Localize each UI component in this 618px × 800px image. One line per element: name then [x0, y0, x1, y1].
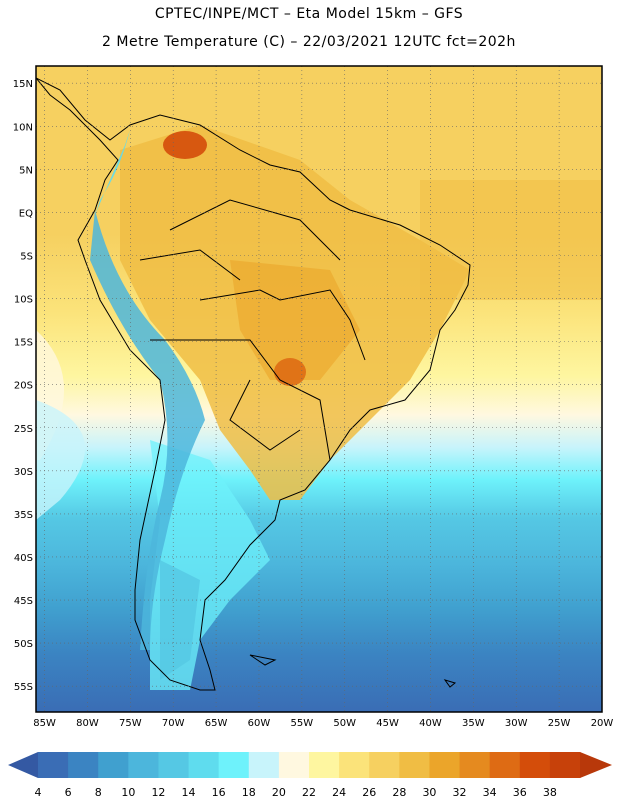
- latitude-labels: 15N 10N 5N EQ 5S 10S 15S 20S 25S 30S 35S 40S 45S 50S 5…: [13, 79, 33, 693]
- colorbar-label: 16: [212, 786, 226, 799]
- map-title-line-1: CPTEC/INPE/MCT – Eta Model 15km – GFS: [154, 6, 464, 22]
- colorbar-label: 28: [392, 786, 406, 799]
- colorbar-label: 14: [182, 786, 196, 799]
- longitude-label: 80W: [76, 718, 99, 729]
- latitude-label: 15S: [14, 338, 33, 349]
- colorbar-label: 6: [65, 786, 72, 799]
- longitude-label: 75W: [119, 718, 142, 729]
- colorbar-label: 38: [543, 786, 557, 799]
- colorbar-swatch: [188, 752, 220, 778]
- colorbar-swatch: [309, 752, 340, 778]
- longitude-label: 20W: [591, 718, 614, 729]
- colorbar-label: 36: [513, 786, 527, 799]
- longitude-labels: 85W 80W 75W 70W 65W 60W 55W 50W 45W 40W 35W 30W 25W 2…: [33, 718, 613, 729]
- colorbar-label: 32: [453, 786, 467, 799]
- colorbar-under-arrow: [8, 752, 38, 778]
- colorbar-swatch: [429, 752, 461, 778]
- latitude-label: 5S: [20, 251, 33, 262]
- colorbar-label: 20: [272, 786, 286, 799]
- latitude-label: EQ: [19, 208, 33, 219]
- longitude-label: 60W: [248, 718, 271, 729]
- longitude-label: 30W: [505, 718, 528, 729]
- colorbar-label: 4: [35, 786, 42, 799]
- colorbar-swatch: [549, 752, 581, 778]
- colorbar-label: 24: [332, 786, 346, 799]
- longitude-label: 70W: [162, 718, 185, 729]
- latitude-label: 20S: [14, 381, 33, 392]
- colorbar-swatch: [278, 752, 310, 778]
- colorbar-label: 30: [422, 786, 436, 799]
- colorbar-swatch: [519, 752, 551, 778]
- colorbar-swatch: [158, 752, 190, 778]
- latitude-label: 5N: [19, 165, 33, 176]
- longitude-label: 45W: [376, 718, 399, 729]
- map-title-line-2: 2 Metre Temperature (C) – 22/03/2021 12U…: [102, 34, 516, 50]
- longitude-label: 55W: [291, 718, 314, 729]
- latitude-label: 15N: [13, 79, 33, 90]
- colorbar-swatch: [369, 752, 400, 778]
- latitude-label: 35S: [14, 510, 33, 521]
- latitude-label: 10N: [13, 122, 33, 133]
- longitude-label: 50W: [333, 718, 356, 729]
- colorbar-label: 12: [151, 786, 165, 799]
- colorbar-swatch: [459, 752, 491, 778]
- latitude-label: 30S: [14, 467, 33, 478]
- longitude-label: 65W: [205, 718, 228, 729]
- latitude-label: 25S: [14, 424, 33, 435]
- colorbar-swatch: [218, 752, 250, 778]
- colorbar-swatch: [128, 752, 159, 778]
- colorbar: 4 6 8 10 12 14 16 18 20 22 24 26 28 30 32 34 36 38: [8, 752, 612, 799]
- colorbar-swatch: [489, 752, 521, 778]
- colorbar-label: 34: [483, 786, 497, 799]
- latitude-label: 10S: [14, 295, 33, 306]
- colorbar-over-arrow: [580, 752, 612, 778]
- temperature-field: [36, 66, 602, 712]
- colorbar-swatch: [38, 752, 69, 778]
- latitude-label: 40S: [14, 553, 33, 564]
- latitude-label: 55S: [14, 682, 33, 693]
- colorbar-label: 26: [362, 786, 376, 799]
- latitude-label: 50S: [14, 639, 33, 650]
- colorbar-swatch: [68, 752, 99, 778]
- longitude-label: 85W: [33, 718, 56, 729]
- longitude-label: 25W: [548, 718, 571, 729]
- longitude-label: 40W: [419, 718, 442, 729]
- colorbar-swatch: [98, 752, 129, 778]
- map-frame: [35, 65, 603, 713]
- colorbar-label: 10: [121, 786, 135, 799]
- colorbar-label: 22: [302, 786, 316, 799]
- latitude-label: 45S: [14, 596, 33, 607]
- coastlines: [36, 77, 471, 691]
- colorbar-swatch: [248, 752, 280, 778]
- colorbar-label: 18: [242, 786, 256, 799]
- colorbar-swatch: [399, 752, 430, 778]
- colorbar-label: 8: [95, 786, 102, 799]
- longitude-label: 35W: [462, 718, 485, 729]
- colorbar-swatch: [339, 752, 370, 778]
